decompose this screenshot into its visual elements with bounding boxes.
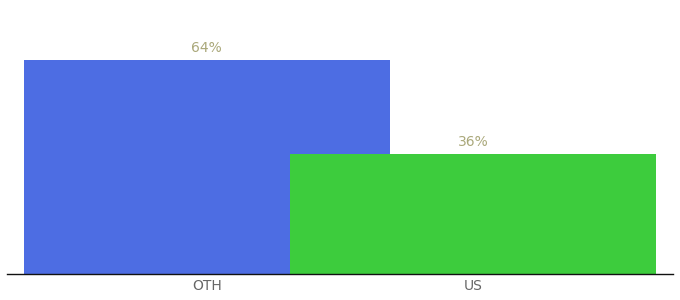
Text: 64%: 64% (191, 41, 222, 55)
Bar (290, 154, 656, 274)
Text: 36%: 36% (458, 135, 489, 148)
Bar (24, 60, 390, 274)
